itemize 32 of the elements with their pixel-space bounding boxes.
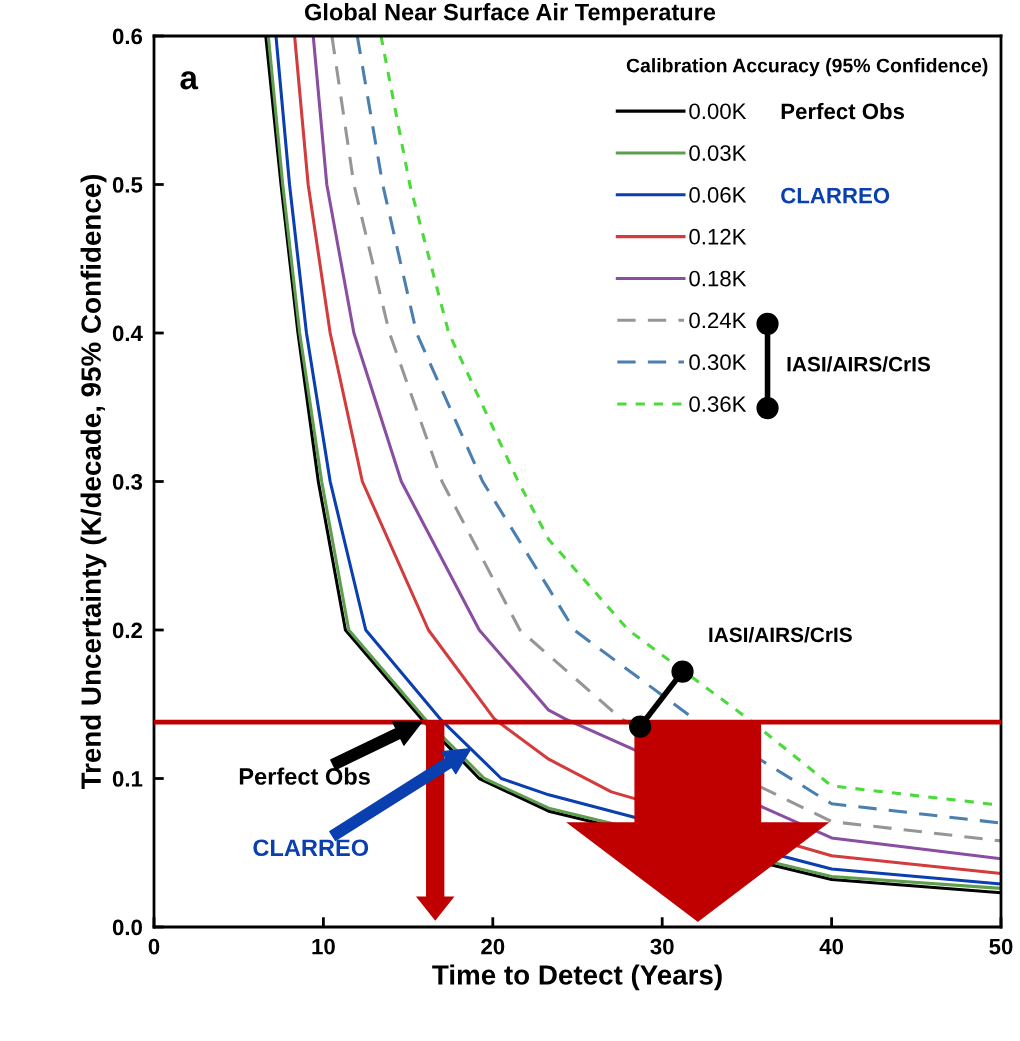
x-tick-label: 50 xyxy=(989,938,1013,955)
x-tick-label: 40 xyxy=(819,938,844,955)
annotation: CLARREO xyxy=(253,839,369,857)
legend-label: 0.30K xyxy=(689,354,747,371)
x-tick-label: 20 xyxy=(481,938,505,955)
legend-label: 0.18K xyxy=(689,270,747,287)
y-tick-label: 0.5 xyxy=(112,177,143,193)
chart-title: Global Near Surface Air Temperature xyxy=(304,3,716,26)
annotation: Perfect Obs xyxy=(781,102,905,120)
annotation: IASI/AIRS/CrIS xyxy=(787,356,931,372)
annotation: IASI/AIRS/CrIS xyxy=(709,626,852,643)
y-tick-label: 0.4 xyxy=(112,325,143,342)
legend-label: 0.12K xyxy=(689,228,747,245)
legend-label: 0.03K xyxy=(689,145,747,161)
y-axis-title: Trend Uncertainty (K/decade, 95% Confidence) xyxy=(80,174,107,790)
legend-label: 0.06K xyxy=(689,187,747,203)
y-tick-label: 0.3 xyxy=(112,474,143,490)
y-tick-label: 0.2 xyxy=(112,622,142,639)
legend-label: 0.24K xyxy=(689,312,747,329)
y-tick-label: 0.1 xyxy=(112,771,143,787)
annotation: CLARREO xyxy=(781,187,890,204)
x-axis-title: Time to Detect (Years) xyxy=(432,964,722,991)
x-tick-label: 10 xyxy=(312,938,335,955)
x-tick-label: 30 xyxy=(650,938,674,955)
annotation: Perfect Obs xyxy=(239,767,370,785)
legend-label: 0.00K xyxy=(689,103,747,120)
legend-title: Calibration Accuracy (95% Confidence) xyxy=(626,58,988,77)
annotation: a xyxy=(180,71,199,90)
legend-label: 0.36K xyxy=(689,396,747,412)
y-tick-label: 0.0 xyxy=(112,919,142,936)
y-tick-label: 0.6 xyxy=(112,28,143,45)
x-tick-label: 0 xyxy=(148,938,160,955)
